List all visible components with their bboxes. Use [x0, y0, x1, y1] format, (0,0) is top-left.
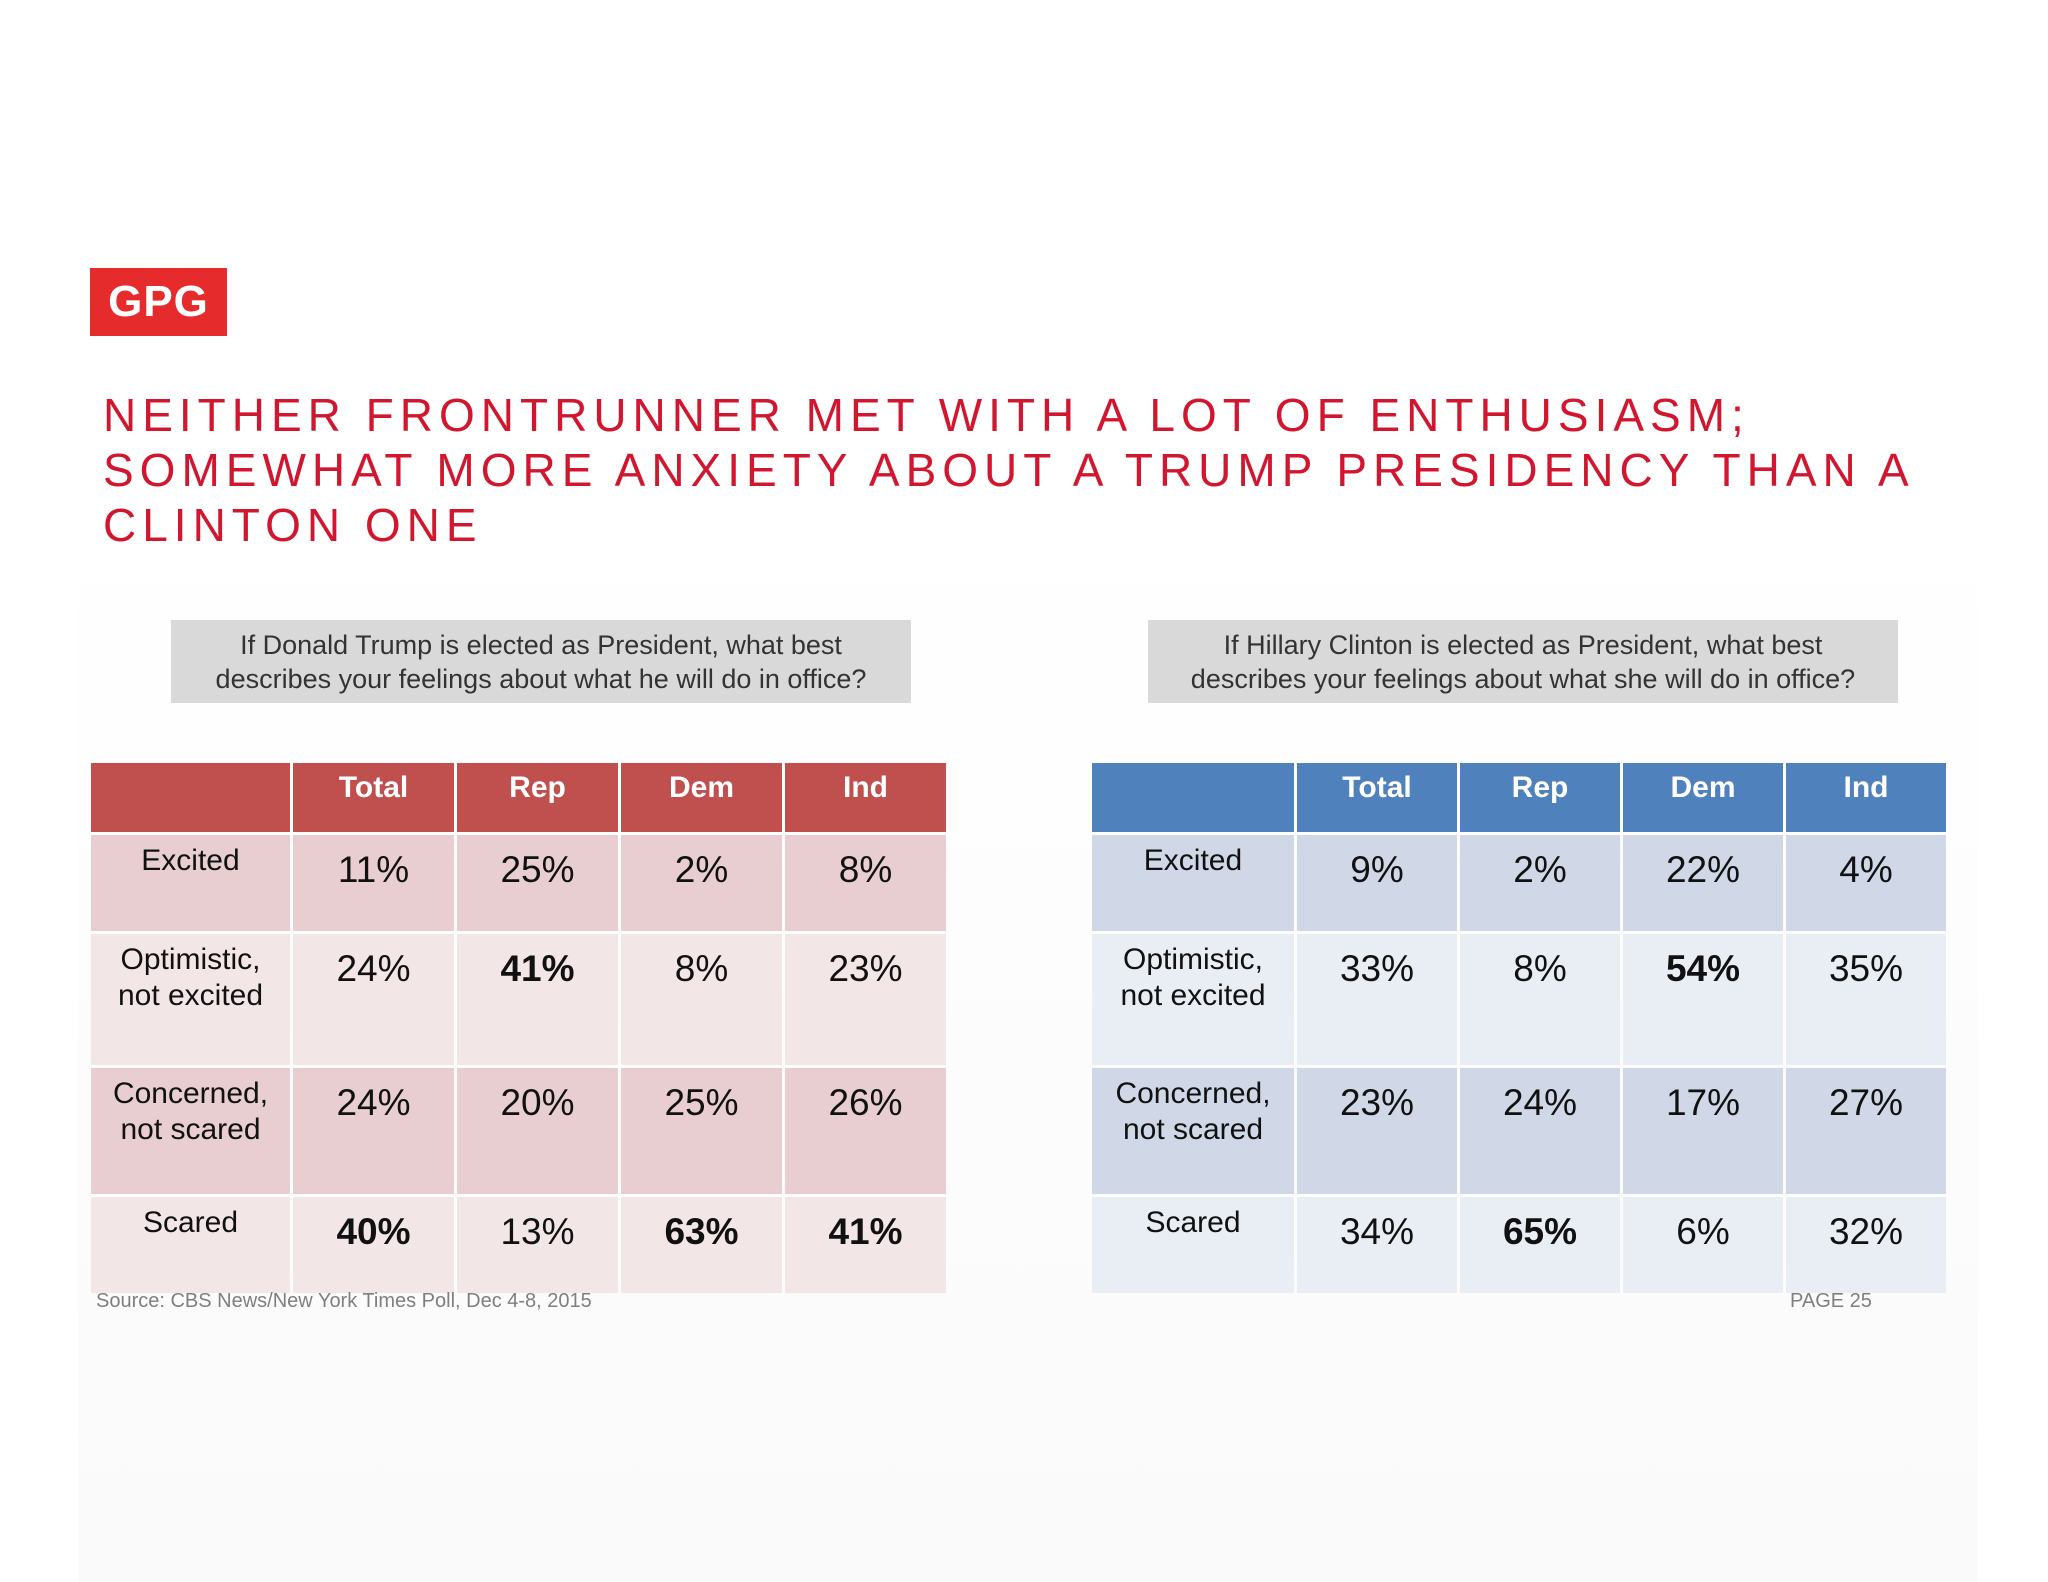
value-cell: 2%: [1460, 835, 1620, 931]
table-row: Concerned, not scared 24% 20% 25% 26%: [91, 1068, 946, 1194]
value-cell: 8%: [1460, 934, 1620, 1065]
row-label-line: Excited: [1143, 844, 1243, 877]
value-cell: 32%: [1786, 1197, 1946, 1293]
row-label-line: Scared: [142, 1206, 239, 1239]
value-cell: 25%: [457, 835, 618, 931]
value-cell: 63%: [621, 1197, 782, 1293]
source-note: Source: CBS News/New York Times Poll, De…: [96, 1290, 592, 1312]
trump-question-line-2: describes your feelings about what he wi…: [215, 663, 867, 694]
value-cell: 2%: [621, 835, 782, 931]
gpg-logo: GPG: [90, 268, 227, 336]
value-cell: 23%: [785, 934, 946, 1065]
clinton-question-line-1: If Hillary Clinton is elected as Preside…: [1223, 629, 1823, 660]
slide-title: NEITHER FRONTRUNNER MET WITH A LOT OF EN…: [103, 388, 2003, 553]
row-label-line: Optimistic,: [120, 943, 261, 976]
table-row: Optimistic, not excited 24% 41% 8% 23%: [91, 934, 946, 1065]
row-label: Scared: [1092, 1197, 1294, 1293]
value-cell: 24%: [293, 1068, 454, 1194]
value-cell: 34%: [1297, 1197, 1457, 1293]
value-cell: 33%: [1297, 934, 1457, 1065]
value-cell: 11%: [293, 835, 454, 931]
title-line-1: NEITHER FRONTRUNNER MET WITH A LOT OF EN…: [103, 389, 1750, 441]
value-cell: 23%: [1297, 1068, 1457, 1194]
table-row: Concerned, not scared 23% 24% 17% 27%: [1092, 1068, 1946, 1194]
value-cell: 26%: [785, 1068, 946, 1194]
row-label-line: not scared: [1122, 1113, 1264, 1146]
value-cell: 24%: [1460, 1068, 1620, 1194]
table-header-row: Total Rep Dem Ind: [1092, 763, 1946, 832]
header-dem: Dem: [1623, 763, 1783, 832]
clinton-question-box: If Hillary Clinton is elected as Preside…: [1148, 620, 1898, 703]
clinton-question-line-2: describes your feelings about what she w…: [1190, 663, 1856, 694]
trump-question-box: If Donald Trump is elected as President,…: [171, 620, 911, 703]
value-cell: 8%: [621, 934, 782, 1065]
value-cell: 6%: [1623, 1197, 1783, 1293]
value-cell: 4%: [1786, 835, 1946, 931]
page-number: PAGE 25: [1790, 1290, 1872, 1312]
value-cell: 22%: [1623, 835, 1783, 931]
value-cell: 13%: [457, 1197, 618, 1293]
table-row: Scared 40% 13% 63% 41%: [91, 1197, 946, 1293]
row-label-line: Concerned,: [112, 1077, 269, 1110]
header-total: Total: [1297, 763, 1457, 832]
clinton-results-table: Total Rep Dem Ind Excited 9% 2% 22% 4% O…: [1089, 760, 1949, 1296]
table-row: Optimistic, not excited 33% 8% 54% 35%: [1092, 934, 1946, 1065]
row-label: Optimistic, not excited: [1092, 934, 1294, 1065]
table-row: Scared 34% 65% 6% 32%: [1092, 1197, 1946, 1293]
row-label: Concerned, not scared: [91, 1068, 290, 1194]
value-cell: 41%: [457, 934, 618, 1065]
value-cell: 65%: [1460, 1197, 1620, 1293]
value-cell: 41%: [785, 1197, 946, 1293]
value-cell: 17%: [1623, 1068, 1783, 1194]
row-label-line: Excited: [141, 844, 240, 877]
value-cell: 25%: [621, 1068, 782, 1194]
header-blank: [1092, 763, 1294, 832]
trump-results-table: Total Rep Dem Ind Excited 11% 25% 2% 8% …: [88, 760, 949, 1296]
table-row: Excited 9% 2% 22% 4%: [1092, 835, 1946, 931]
header-ind: Ind: [785, 763, 946, 832]
table-row: Excited 11% 25% 2% 8%: [91, 835, 946, 931]
row-label: Excited: [91, 835, 290, 931]
header-rep: Rep: [1460, 763, 1620, 832]
header-total: Total: [293, 763, 454, 832]
row-label-line: Concerned,: [1115, 1077, 1271, 1110]
value-cell: 8%: [785, 835, 946, 931]
header-rep: Rep: [457, 763, 618, 832]
title-line-2: SOMEWHAT MORE ANXIETY ABOUT A TRUMP PRES…: [103, 444, 1915, 496]
value-cell: 54%: [1623, 934, 1783, 1065]
table-header-row: Total Rep Dem Ind: [91, 763, 946, 832]
value-cell: 35%: [1786, 934, 1946, 1065]
value-cell: 9%: [1297, 835, 1457, 931]
value-cell: 40%: [293, 1197, 454, 1293]
row-label: Scared: [91, 1197, 290, 1293]
header-blank: [91, 763, 290, 832]
row-label-line: not scared: [120, 1113, 261, 1146]
header-ind: Ind: [1786, 763, 1946, 832]
row-label: Concerned, not scared: [1092, 1068, 1294, 1194]
row-label-line: Scared: [1145, 1206, 1241, 1239]
value-cell: 20%: [457, 1068, 618, 1194]
row-label-line: Optimistic,: [1122, 943, 1263, 976]
row-label: Optimistic, not excited: [91, 934, 290, 1065]
title-line-3: CLINTON ONE: [103, 499, 483, 551]
value-cell: 24%: [293, 934, 454, 1065]
value-cell: 27%: [1786, 1068, 1946, 1194]
row-label: Excited: [1092, 835, 1294, 931]
row-label-line: not excited: [1120, 979, 1266, 1012]
trump-question-line-1: If Donald Trump is elected as President,…: [240, 629, 842, 660]
header-dem: Dem: [621, 763, 782, 832]
row-label-line: not excited: [117, 979, 264, 1012]
